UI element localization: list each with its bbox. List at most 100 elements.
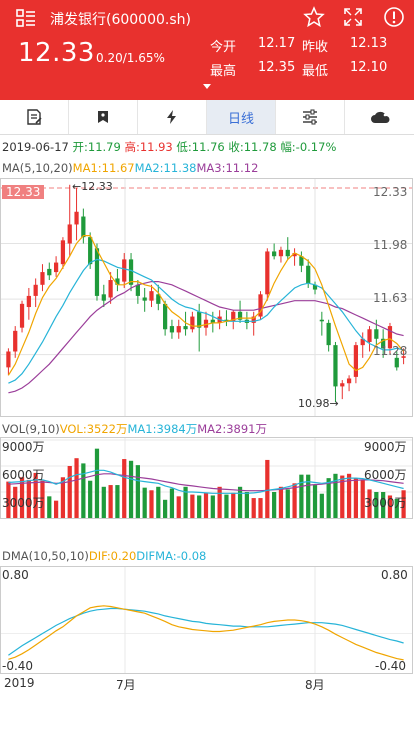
expand-down-arrow-icon[interactable] [203, 84, 211, 89]
menu-list-icon[interactable] [16, 8, 36, 28]
candle-body [258, 294, 263, 317]
vol-axis-right-2: 6000万 [364, 468, 407, 482]
stock-title: 浦发银行(600000.sh) [50, 12, 191, 28]
price-axis-label-4: 11.28 [373, 344, 408, 358]
candle-body [360, 338, 365, 346]
volume-bar [94, 448, 100, 518]
candle-body [94, 248, 100, 296]
volume-bar [326, 478, 331, 518]
volume-bar [53, 500, 59, 518]
ma-legend: MA(5,10,20)MA1:11.67MA2:11.38MA3:11.12 [2, 161, 258, 175]
candle-body [101, 294, 106, 301]
info-close: 收:11.78 [228, 140, 277, 154]
candle-body [13, 330, 18, 352]
info-high: 高:11.93 [124, 140, 173, 154]
tab-bookmark[interactable] [69, 100, 138, 134]
volume-bar [292, 483, 297, 518]
tab-daily-kline[interactable]: 日线 [207, 100, 276, 134]
cloud-icon [370, 111, 389, 123]
dma-dif-line [8, 605, 404, 661]
candle-body [326, 322, 331, 346]
candle-body [272, 251, 277, 257]
stat-low-value: 12.10 [350, 60, 388, 75]
vol-axis-right-3: 3000万 [364, 496, 407, 510]
volume-bar [81, 463, 86, 518]
volume-bar [115, 485, 120, 518]
candle-body [81, 216, 86, 238]
volume-bar [299, 474, 304, 518]
star-favorite-icon[interactable] [303, 6, 325, 28]
volume-bar [265, 459, 270, 518]
info-date: 2019-06-17 [2, 140, 69, 154]
info-low: 低:11.76 [176, 140, 225, 154]
volume-ma2-line [8, 473, 404, 492]
candle-body [278, 249, 284, 257]
volume-bar [203, 492, 209, 518]
candle-body [333, 345, 338, 387]
volume-bar [312, 485, 318, 518]
tab-cloud[interactable] [345, 100, 414, 134]
volume-bar [353, 478, 359, 518]
info-icon[interactable] [383, 6, 405, 28]
candle-body [244, 319, 249, 323]
dma-difma-line [8, 607, 404, 656]
volume-bar [210, 495, 215, 518]
tab-lightning[interactable] [138, 100, 207, 134]
volume-bar [272, 492, 277, 518]
candle-body [299, 256, 304, 266]
volume-bar [346, 473, 352, 518]
volume-bar [244, 492, 249, 518]
ma3-value: MA3:11.12 [196, 161, 259, 175]
volume-legend: VOL(9,10)VOL:3522万MA1:3984万MA2:3891万 [2, 421, 267, 437]
sliders-icon [303, 109, 317, 125]
stat-high-label: 最高 [210, 64, 237, 79]
candle-body [394, 357, 399, 368]
stat-high-value: 12.35 [258, 60, 296, 75]
volume-bar [47, 496, 52, 518]
candle-body [203, 319, 209, 328]
volume-bar [135, 465, 140, 518]
price-axis-label-2: 11.98 [373, 238, 408, 252]
volume-bar [190, 494, 195, 518]
bookmark-icon [98, 111, 108, 123]
volume-label: VOL(9,10) [2, 422, 60, 436]
candle-body [265, 251, 270, 295]
volume-bar [333, 473, 338, 518]
volume-bar [67, 466, 72, 518]
volume-bar [88, 480, 93, 518]
fullscreen-expand-icon[interactable] [343, 7, 363, 27]
candle-body [190, 316, 195, 330]
stat-prev-close-label: 昨收 [302, 40, 329, 55]
volume-bar [251, 498, 256, 518]
candle-body [47, 268, 52, 276]
price-axis-label-1: 12.33 [373, 185, 408, 199]
candle-body [40, 272, 45, 285]
lightning-icon [167, 110, 176, 124]
candle-body [122, 259, 127, 282]
volume-bar [176, 496, 181, 518]
candle-body [374, 329, 379, 339]
candle-body [6, 351, 11, 368]
candle-body [142, 297, 147, 301]
dma-axis-right-bottom: -0.40 [375, 659, 407, 673]
candle-body [169, 326, 175, 333]
volume-bar [60, 477, 66, 518]
vol-axis-left-2: 6000万 [2, 468, 45, 482]
candle-body [67, 224, 72, 244]
candle-body [163, 303, 168, 330]
x-axis-label-3: 8月 [305, 678, 325, 692]
candle-body [183, 326, 188, 330]
candle-body [33, 284, 38, 296]
candle-body [340, 383, 345, 387]
tab-edit-note[interactable] [0, 100, 69, 134]
candle-body [285, 249, 290, 257]
min-price-note: 10.98→ [298, 397, 339, 410]
tab-settings[interactable] [276, 100, 345, 134]
volume-value: VOL:3522万 [59, 422, 128, 436]
stat-open-value: 12.17 [258, 36, 296, 51]
vol-axis-left-1: 9000万 [2, 440, 45, 454]
candle-body [156, 294, 161, 304]
ma2-value: MA2:11.38 [134, 161, 197, 175]
candle-body [88, 237, 93, 265]
max-price-note: ←12.33 [72, 180, 113, 193]
